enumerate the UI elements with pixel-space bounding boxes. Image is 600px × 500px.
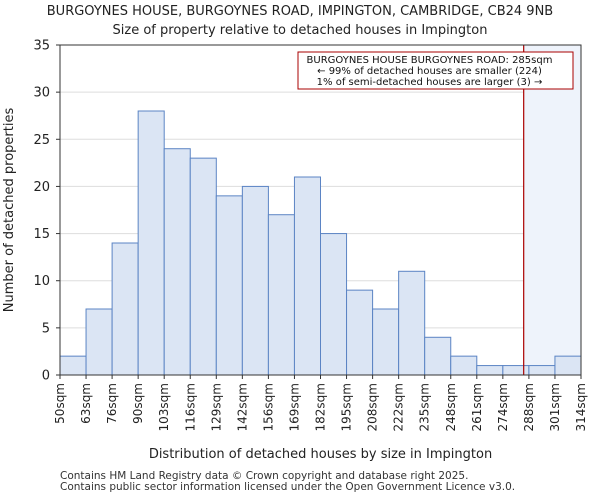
x-tick-label-11: 195sqm [340,383,354,431]
y-axis-label: Number of detached properties [2,108,17,313]
x-tick-label-13: 222sqm [392,383,406,431]
chart-title: BURGOYNES HOUSE, BURGOYNES ROAD, IMPINGT… [46,4,554,19]
x-tick-label-9: 169sqm [287,383,301,431]
x-tick-label-10: 182sqm [314,383,328,431]
x-axis-label: Distribution of detached houses by size … [149,447,492,462]
bar-16 [476,365,504,376]
bar-chart: 0 5 10 15 20 25 30 35 50sqm 63sqm 76sqm 90sqm 103sq… [2,39,588,463]
annotation-line-3: 1% of semi-detached houses are larger (3… [317,77,543,88]
y-tick-label-30: 30 [33,86,50,101]
bar-10 [320,233,348,376]
x-tick-label-0: 50sqm [53,383,67,424]
footer-line-1: Contains HM Land Registry data © Crown c… [60,470,469,482]
annotation-frame [297,51,574,90]
bar-8 [267,214,295,376]
bar-15 [450,355,478,376]
footer-line-2: Contains public sector information licen… [60,481,516,493]
chart-title-block: BURGOYNES HOUSE, BURGOYNES ROAD, IMPINGT… [0,2,600,40]
y-tick-label-20: 20 [33,180,50,195]
annotation-line-2: ← 99% of detached houses are smaller (22… [317,66,542,77]
x-tick-label-5: 116sqm [183,383,197,431]
x-tick-label-6: 129sqm [209,383,223,431]
bar-11 [346,289,374,376]
y-tick-labels: 0 5 10 15 20 25 30 35 [33,39,60,384]
bar-18 [528,365,556,376]
x-tick-label-20: 314sqm [574,383,588,431]
chart-subtitle: Size of property relative to detached ho… [112,23,488,38]
x-tick-label-4: 103sqm [157,383,171,431]
x-tick-label-3: 90sqm [131,383,145,424]
y-tick-label-25: 25 [33,133,50,148]
bar-12 [372,308,400,376]
x-tick-label-16: 261sqm [470,383,484,431]
bar-2 [111,242,139,376]
y-tick-label-5: 5 [42,321,50,336]
subject-region-shading [523,45,581,375]
x-tick-label-18: 288sqm [522,383,536,431]
x-tick-label-8: 156sqm [261,383,275,431]
x-tick-label-7: 142sqm [235,383,249,431]
bar-6 [215,195,243,376]
bar-19 [554,355,582,376]
annotation-line-1: BURGOYNES HOUSE BURGOYNES ROAD: 285sqm [307,55,553,66]
x-tick-labels: 50sqm 63sqm 76sqm 90sqm 103sqm 116sqm 129sqm 14… [53,375,588,431]
x-tick-label-17: 274sqm [496,383,510,431]
y-tick-label-15: 15 [33,227,50,242]
bar-5 [189,157,217,376]
bar-4 [163,148,191,376]
bar-7 [241,185,269,376]
bar-3 [137,110,165,376]
x-tick-label-14: 235sqm [418,383,432,431]
bar-13 [398,270,426,376]
y-tick-label-10: 10 [33,274,50,289]
bar-17 [502,365,530,376]
x-tick-label-12: 208sqm [366,383,380,431]
x-tick-label-15: 248sqm [444,383,458,431]
y-tick-label-0: 0 [42,369,50,384]
y-tick-label-35: 35 [33,39,50,54]
bars [59,110,582,376]
footer: Contains HM Land Registry data © Crown c… [60,471,515,493]
bar-14 [424,336,452,376]
bar-9 [293,176,322,376]
annotation-box: BURGOYNES HOUSE BURGOYNES ROAD: 285sqm← … [297,51,574,90]
bar-1 [85,308,113,376]
x-tick-label-2: 76sqm [105,383,119,424]
x-tick-label-1: 63sqm [79,383,93,424]
x-tick-label-19: 301sqm [548,383,562,431]
bar-0 [59,355,87,376]
